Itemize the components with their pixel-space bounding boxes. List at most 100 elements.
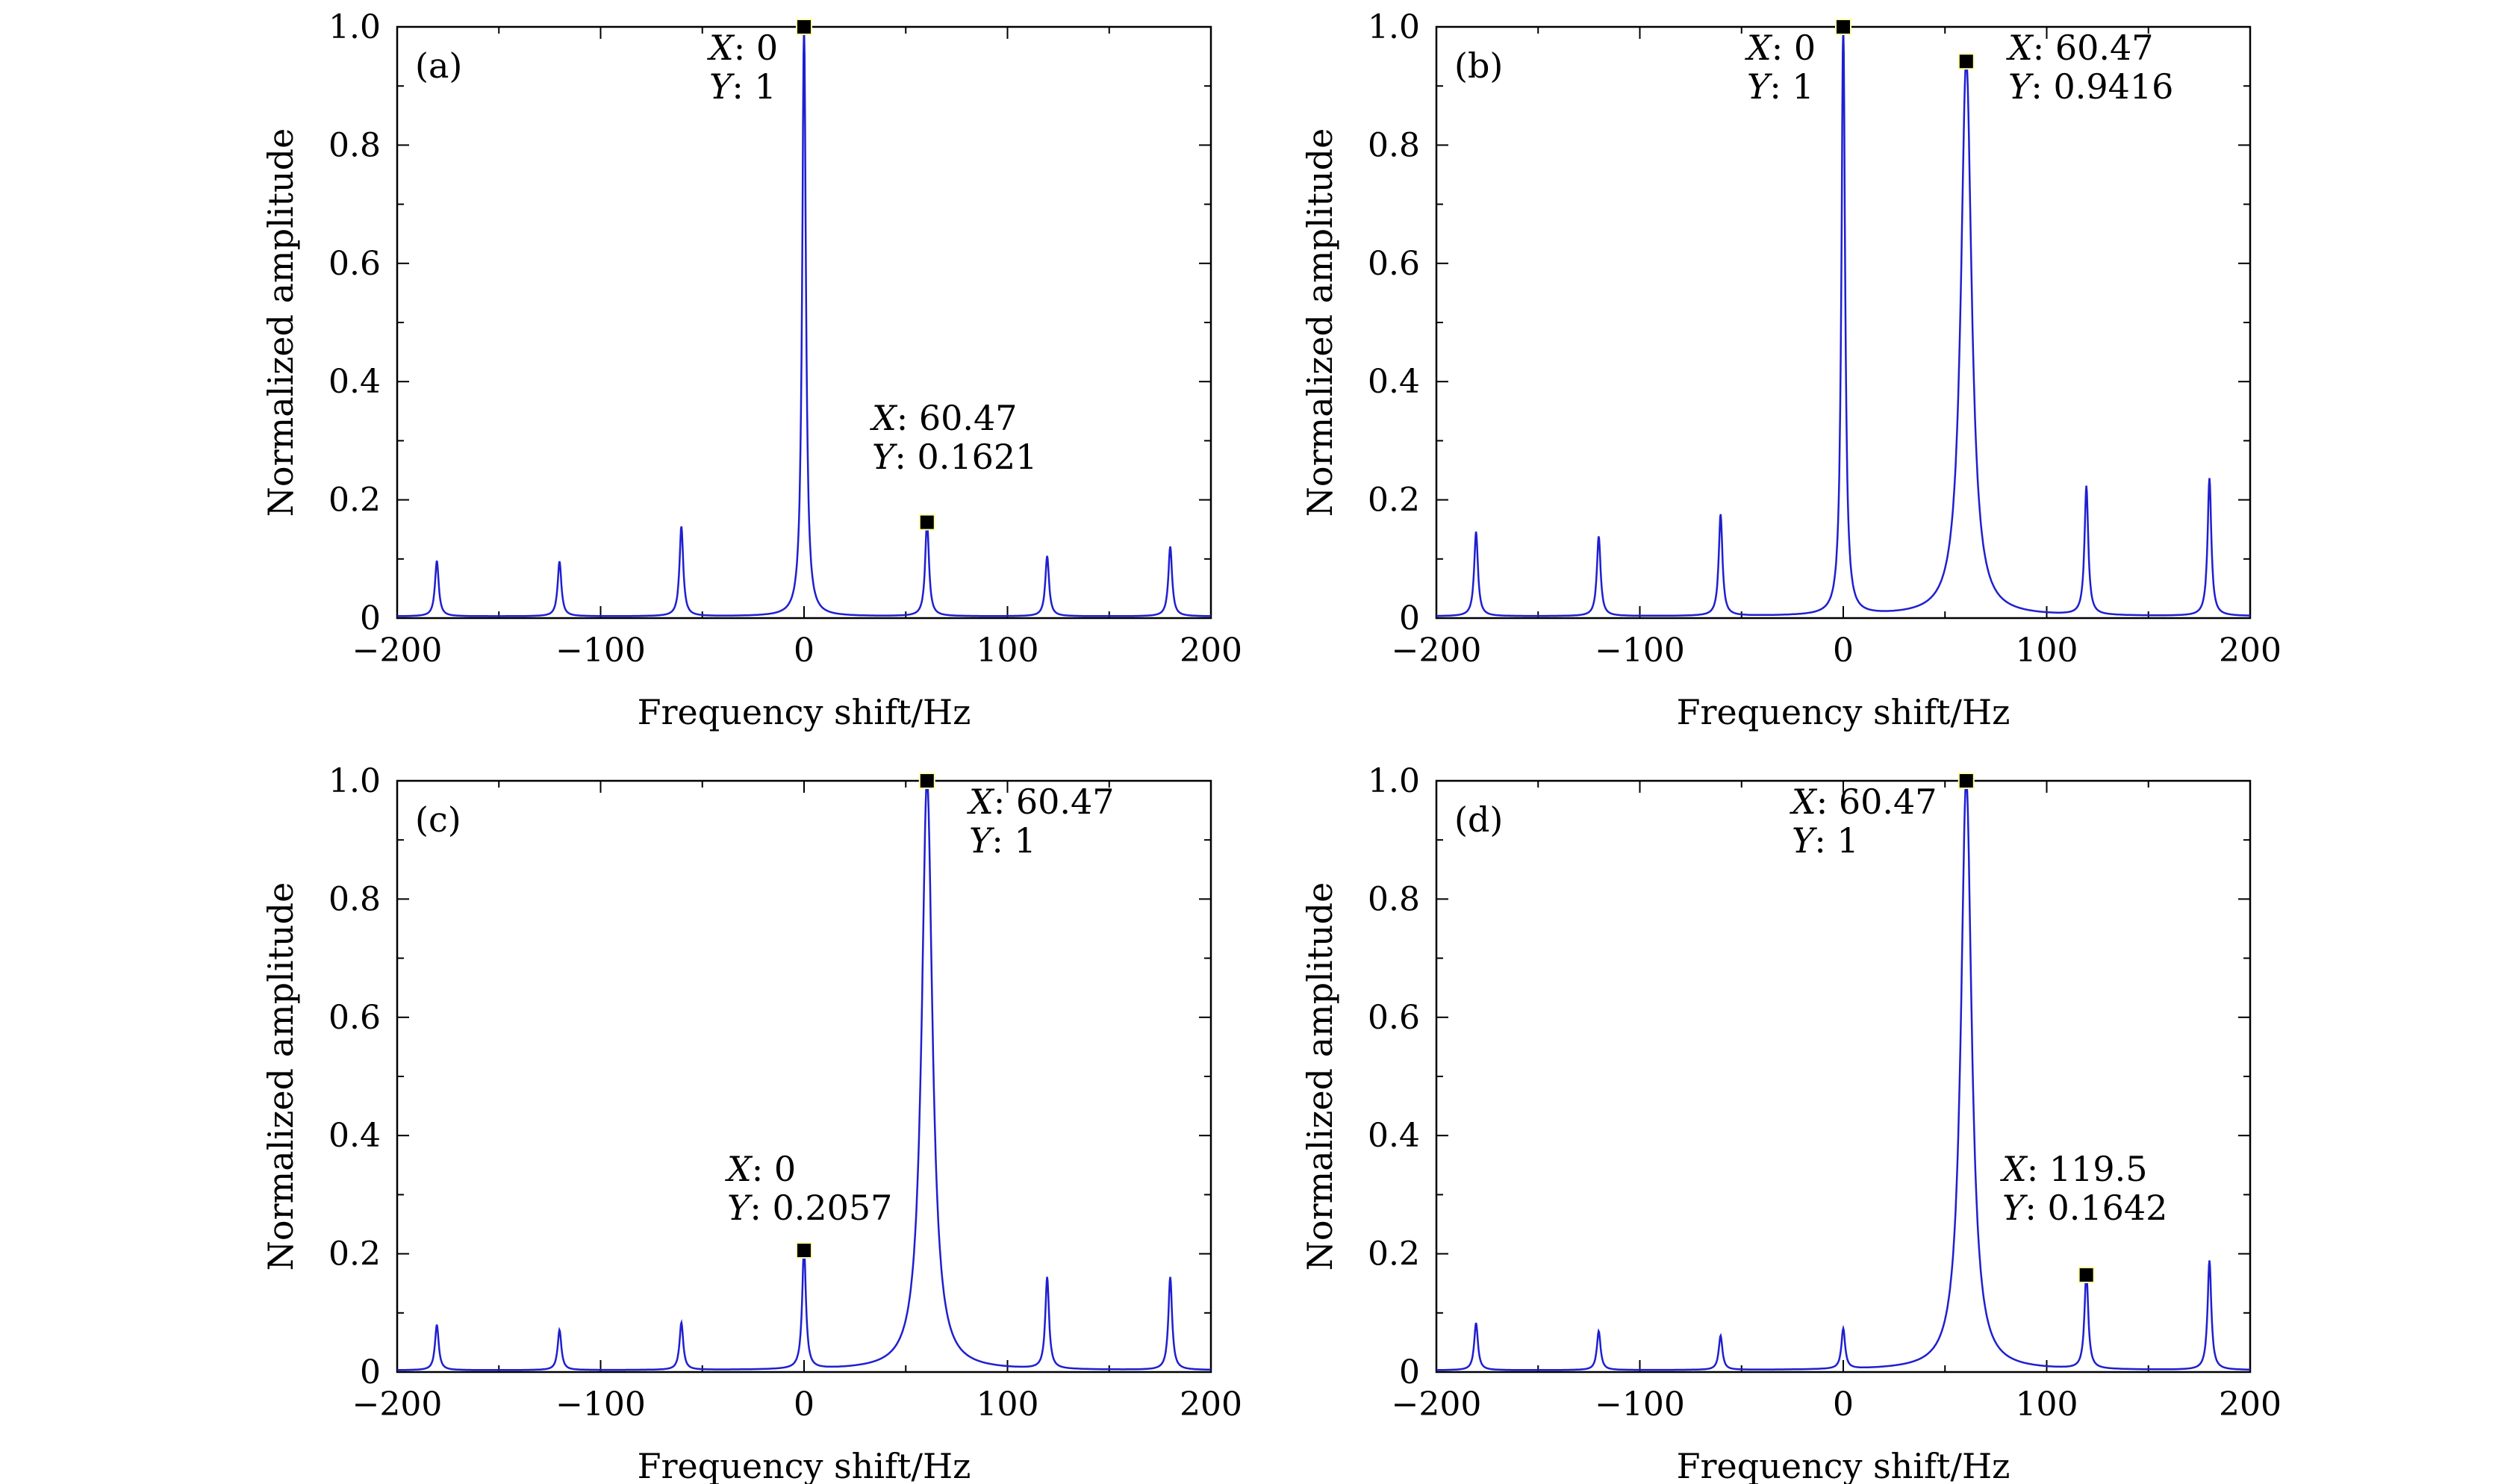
datatip-label: X: 60.47: [1790, 782, 1937, 822]
datatip-marker: [2078, 1266, 2095, 1283]
datatip-label: Y: 0.1642: [2002, 1188, 2167, 1228]
x-tick-label: 100: [977, 632, 1039, 670]
chart-panel-c: −200 −100 0 100 200 0 0.2 0.4 0.6 0.8 1.0 Frequency…: [261, 762, 1242, 1484]
datatip-key: Y: [1747, 66, 1773, 107]
datatip-label: Y: 0.1621: [872, 437, 1037, 477]
y-tick-label: 1.0: [1368, 8, 1420, 46]
x-tick-label: −200: [352, 1385, 443, 1424]
plot-frame: [1435, 779, 2252, 1374]
datatip-marker: [1957, 773, 1975, 789]
datatip-label: X: 60.47: [967, 782, 1115, 822]
x-tick-label: −100: [555, 632, 646, 670]
y-axis-title: Normalized amplitude: [1300, 128, 1340, 517]
panel-label: (b): [1454, 46, 1503, 86]
datatip-label: X: 0: [725, 1149, 796, 1189]
spectrum-line: [1436, 26, 2250, 617]
x-tick-label: −200: [1392, 1385, 1482, 1424]
datatip-label: Y: 0.2057: [727, 1188, 892, 1228]
datatip-value: : 0: [1772, 28, 1816, 68]
datatip-key: X: [2000, 1149, 2028, 1189]
datatip-key: Y: [969, 820, 995, 861]
y-tick-label: 0: [360, 1353, 381, 1391]
datatip-value: : 0: [734, 28, 778, 68]
x-tick-label: 0: [794, 632, 815, 670]
y-tick-label: 0.4: [1368, 363, 1420, 401]
datatip-key: Y: [709, 66, 735, 107]
spectrum-line: [1436, 778, 2250, 1371]
datatip-value: : 60.47: [897, 398, 1018, 438]
y-tick-label: 0: [1399, 1353, 1420, 1391]
y-tick-label: 1.0: [328, 762, 381, 800]
y-tick-label: 0.2: [328, 481, 381, 520]
y-tick-label: 0: [1399, 599, 1420, 637]
y-tick-label: 1.0: [1368, 762, 1420, 800]
x-tick-label: 200: [1180, 632, 1242, 670]
datatip-key: Y: [1792, 820, 1818, 861]
x-axis-title: Frequency shift/Hz: [638, 692, 971, 732]
y-tick-label: 0.6: [1368, 999, 1420, 1037]
datatip-label: X: 0: [1745, 28, 1816, 68]
datatip-key: X: [1790, 782, 1818, 822]
y-tick-label: 0.6: [328, 999, 381, 1037]
y-axis-title: Normalized amplitude: [261, 882, 301, 1271]
y-tick-label: 0.2: [1368, 481, 1420, 520]
datatip-value: : 60.47: [2033, 28, 2154, 68]
x-tick-label: 0: [1833, 1385, 1854, 1424]
panel-label: (c): [415, 799, 461, 840]
datatip-value: : 1: [1814, 820, 1858, 861]
x-tick-label: 200: [2219, 1385, 2281, 1424]
datatip-key: X: [725, 1149, 753, 1189]
datatip-key: X: [1745, 28, 1773, 68]
datatip-label: X: 119.5: [2000, 1149, 2148, 1189]
datatip-value: : 1: [732, 66, 776, 107]
plot-frame: [1435, 25, 2252, 620]
datatip-key: X: [707, 28, 735, 68]
chart-panel-b: −200 −100 0 100 200 0 0.2 0.4 0.6 0.8 1.0 Frequency…: [1300, 8, 2281, 732]
datatip-label: Y: 1: [1792, 820, 1859, 861]
datatip-label: X: 0: [707, 28, 778, 68]
y-tick-label: 0.2: [1368, 1235, 1420, 1273]
datatip-key: Y: [2008, 66, 2034, 107]
y-tick-label: 0.8: [328, 126, 381, 164]
y-tick-label: 0.8: [1368, 880, 1420, 918]
datatip-value: : 0.9416: [2031, 66, 2173, 107]
spectrum-line: [397, 26, 1211, 617]
plot-frame: [396, 25, 1212, 620]
datatip-marker: [1957, 53, 1975, 70]
y-tick-label: 0.8: [1368, 126, 1420, 164]
x-axis-title: Frequency shift/Hz: [1677, 1446, 2010, 1484]
datatip-value: : 1: [991, 820, 1035, 861]
chart-panel-d: −200 −100 0 100 200 0 0.2 0.4 0.6 0.8 1.0 Frequency…: [1300, 762, 2281, 1484]
panel-label: (d): [1454, 799, 1503, 840]
y-tick-label: 0.4: [1368, 1117, 1420, 1155]
datatip-label: Y: 1: [1747, 66, 1814, 107]
x-tick-label: 100: [2016, 632, 2078, 670]
datatip-value: : 0.1621: [894, 437, 1037, 477]
datatip-value: : 119.5: [2027, 1149, 2148, 1189]
datatip-marker: [1835, 19, 1851, 35]
datatip-marker: [796, 1242, 812, 1259]
chart-panel-a: −200 −100 0 100 200 0 0.2 0.4 0.6 0.8 1.0 Frequency…: [261, 8, 1242, 732]
datatip-marker: [796, 19, 812, 35]
datatip-value: : 60.47: [994, 782, 1115, 822]
x-tick-label: −100: [555, 1385, 646, 1424]
x-tick-label: −200: [352, 632, 443, 670]
y-tick-label: 0.4: [328, 1117, 381, 1155]
y-tick-label: 0.6: [1368, 245, 1420, 283]
x-tick-label: 0: [794, 1385, 815, 1424]
datatip-key: X: [870, 398, 898, 438]
x-axis-title: Frequency shift/Hz: [638, 1446, 971, 1484]
datatip-value: : 0.2057: [750, 1188, 892, 1228]
x-tick-label: −100: [1595, 632, 1685, 670]
datatip-key: X: [2006, 28, 2034, 68]
y-axis-title: Normalized amplitude: [1300, 882, 1340, 1271]
x-tick-label: 200: [1180, 1385, 1242, 1424]
y-axis-title: Normalized amplitude: [261, 128, 301, 517]
datatip-value: : 1: [1769, 66, 1813, 107]
plot-frame: [396, 779, 1212, 1374]
datatip-marker: [918, 514, 935, 531]
x-axis-title: Frequency shift/Hz: [1677, 692, 2010, 732]
y-tick-label: 0.2: [328, 1235, 381, 1273]
datatip-value: : 0.1642: [2025, 1188, 2167, 1228]
panel-label: (a): [415, 46, 462, 86]
